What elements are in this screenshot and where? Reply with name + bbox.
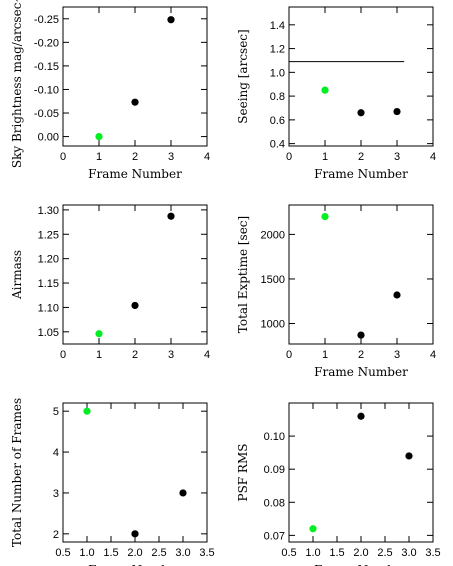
x-tick-label: 2: [358, 349, 364, 361]
y-tick-label: -0.25: [34, 14, 59, 26]
x-tick-label: 4: [204, 349, 210, 361]
data-point: [357, 109, 365, 117]
x-axis-label: Frame Number: [314, 167, 408, 181]
x-tick-label: 1.5: [329, 547, 344, 559]
y-tick-label: -0.20: [34, 37, 59, 49]
data-point: [357, 331, 365, 339]
data-point: [131, 98, 139, 106]
y-tick-label: 4: [53, 447, 59, 459]
y-tick-label: 1.20: [38, 254, 59, 266]
x-tick-label: 2: [132, 349, 138, 361]
x-tick-label: 2: [358, 151, 364, 163]
y-tick-label: 0.6: [270, 115, 285, 127]
x-tick-label: 3: [394, 151, 400, 163]
x-tick-label: 3: [168, 349, 174, 361]
x-tick-label: 1.0: [79, 547, 94, 559]
x-tick-label: 0.5: [55, 547, 70, 559]
x-tick-label: 0: [286, 349, 292, 361]
x-tick-label: 2.0: [353, 547, 368, 559]
x-tick-label: 3: [394, 349, 400, 361]
x-tick-label: 1: [322, 349, 328, 361]
y-tick-label: -0.10: [34, 84, 59, 96]
data-point: [357, 412, 365, 420]
y-axis-label: Airmass: [10, 250, 24, 300]
y-tick-label: 0.09: [264, 464, 285, 476]
data-point: [167, 16, 175, 24]
y-tick-label: 1.15: [38, 278, 59, 290]
plot-frame: [62, 204, 208, 345]
x-tick-label: 0: [60, 349, 66, 361]
x-tick-label: 1.5: [103, 547, 118, 559]
x-tick-label: 2: [132, 151, 138, 163]
data-point: [405, 452, 413, 460]
y-axis-label: Total Number of Frames: [10, 398, 24, 547]
data-point: [179, 489, 187, 497]
data-point: [83, 407, 91, 415]
y-tick-label: -0.05: [34, 108, 59, 120]
x-tick-label: 0: [60, 151, 66, 163]
y-tick-label: 1.0: [270, 67, 285, 79]
data-point: [131, 301, 139, 310]
y-tick-label: 5: [53, 406, 59, 418]
y-tick-label: 1.30: [38, 205, 59, 217]
x-tick-label: 4: [430, 349, 436, 361]
y-tick-label: 1000: [261, 319, 285, 331]
plot-frame: [62, 6, 208, 147]
data-point: [131, 530, 139, 538]
y-tick-label: 1.10: [38, 302, 59, 314]
y-tick-label: 2000: [261, 229, 285, 241]
y-tick-label: 1.2: [270, 44, 285, 56]
x-tick-label: 4: [430, 151, 436, 163]
x-tick-label: 3.0: [175, 547, 190, 559]
x-tick-label: 0.5: [281, 547, 296, 559]
y-tick-label: 0.4: [270, 139, 285, 151]
y-tick-label: 0.00: [38, 132, 59, 144]
x-tick-label: 1.0: [305, 547, 320, 559]
y-tick-label: 1.4: [270, 20, 285, 32]
x-tick-label: 1: [96, 151, 102, 163]
data-point: [321, 212, 329, 221]
x-tick-label: 3: [168, 151, 174, 163]
x-tick-label: 3.0: [401, 547, 416, 559]
data-point: [167, 212, 175, 220]
plot-frame: [62, 402, 208, 543]
y-tick-label: -0.15: [34, 61, 59, 73]
data-point: [393, 291, 401, 299]
x-axis-label: Frame Number: [88, 167, 182, 181]
plot-frame: [288, 6, 434, 147]
x-axis-label: Frame Number: [314, 563, 408, 566]
x-axis-label: Frame Number: [88, 563, 182, 566]
y-tick-label: 1.25: [38, 229, 59, 241]
x-tick-label: 3.5: [425, 547, 440, 559]
data-point: [393, 107, 401, 116]
y-tick-label: 0.08: [264, 497, 285, 509]
data-point: [321, 86, 329, 94]
y-axis-label: PSF RMS: [236, 444, 250, 502]
x-tick-label: 2.0: [127, 547, 142, 559]
plot-frame: [288, 402, 434, 543]
data-point: [95, 330, 103, 338]
x-tick-label: 3.5: [199, 547, 214, 559]
y-tick-label: 0.07: [264, 530, 285, 542]
x-tick-label: 2.5: [377, 547, 392, 559]
y-tick-label: 2: [53, 529, 59, 541]
x-axis-label: Frame Number: [314, 365, 408, 379]
x-tick-label: 1: [96, 349, 102, 361]
y-axis-label: Sky Brightness mag/arcsec~2: [10, 0, 24, 168]
x-tick-label: 4: [204, 151, 210, 163]
x-tick-label: 1: [322, 151, 328, 163]
y-axis-label: Seeing [arcsec]: [236, 29, 250, 123]
y-tick-label: 3: [53, 488, 59, 500]
data-point: [309, 525, 317, 533]
y-tick-label: 0.8: [270, 91, 285, 103]
data-point: [95, 132, 103, 141]
plot-frame: [288, 204, 434, 345]
x-tick-label: 0: [286, 151, 292, 163]
x-tick-label: 2.5: [151, 547, 166, 559]
y-tick-label: 1.05: [38, 327, 59, 339]
y-tick-label: 1500: [261, 274, 285, 286]
y-axis-label: Total Exptime [sec]: [236, 216, 250, 333]
y-tick-label: 0.10: [264, 431, 285, 443]
